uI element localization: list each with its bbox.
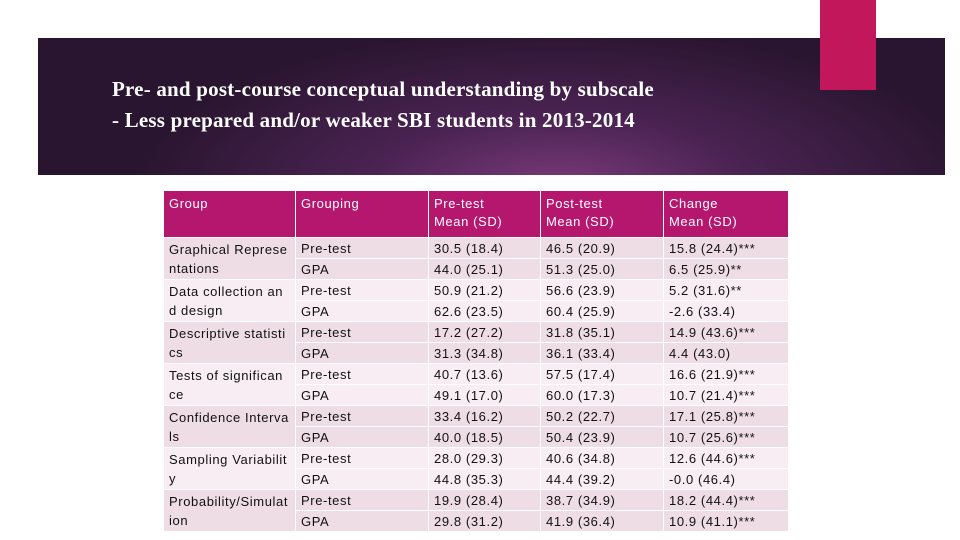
table-row: Probability/Simulation Pre-test 19.9 (28.4… [163, 489, 789, 532]
header-text: Grouping [301, 196, 360, 211]
table-cell: 46.5 (20.9) [540, 237, 664, 259]
results-table: Group Grouping Pre-test Mean (SD) Post-test M… [163, 190, 789, 532]
table-cell: 60.0 (17.3) [540, 384, 664, 406]
table-cell: 10.7 (21.4)*** [663, 384, 789, 406]
table-cell: 19.9 (28.4) [428, 489, 541, 511]
group-cell: Descriptive statistics [163, 321, 296, 364]
table-cell: GPA [295, 426, 429, 448]
table-cell: 51.3 (25.0) [540, 258, 664, 280]
group-cell: Graphical Representations [163, 237, 296, 280]
group-cell: Data collection and design [163, 279, 296, 322]
accent-block [820, 0, 876, 90]
header-cell: Pre-test Mean (SD) [428, 190, 541, 238]
table-cell: GPA [295, 258, 429, 280]
header-cell: Group [163, 190, 296, 238]
title-banner [38, 38, 945, 175]
table-cell: 40.0 (18.5) [428, 426, 541, 448]
table-cell: 30.5 (18.4) [428, 237, 541, 259]
table-cell: 41.9 (36.4) [540, 510, 664, 532]
title-line: Pre- and post-course conceptual understa… [112, 77, 654, 101]
table-row: Descriptive statistics Pre-test 17.2 (27.2… [163, 321, 789, 364]
table-row: GPA 44.0 (25.1) 51.3 (25.0) 6.5 (25.9)** [164, 258, 789, 280]
table-cell: 31.3 (34.8) [428, 342, 541, 364]
table-cell: -0.0 (46.4) [663, 468, 789, 490]
table-row: GPA 31.3 (34.8) 36.1 (33.4) 4.4 (43.0) [164, 342, 789, 364]
table-row: GPA 29.8 (31.2) 41.9 (36.4) 10.9 (41.1)*** [164, 510, 789, 532]
table-cell: 40.6 (34.8) [540, 447, 664, 469]
header-text: Mean (SD) [546, 214, 615, 229]
title-line: - Less prepared and/or weaker SBI studen… [112, 108, 635, 132]
table-cell: GPA [295, 468, 429, 490]
header-text: Change [669, 196, 719, 211]
table-cell: GPA [295, 510, 429, 532]
table-cell: 56.6 (23.9) [540, 279, 664, 301]
table-cell: GPA [295, 342, 429, 364]
header-cell: Post-test Mean (SD) [540, 190, 664, 238]
table-cell: 44.8 (35.3) [428, 468, 541, 490]
header-text: Mean (SD) [434, 214, 503, 229]
table-cell: 18.2 (44.4)*** [663, 489, 789, 511]
header-cell: Change Mean (SD) [663, 190, 789, 238]
slide-title: Pre- and post-course conceptual understa… [112, 74, 654, 136]
group-cell: Sampling Variability [163, 447, 296, 490]
header-row: Group Grouping Pre-test Mean (SD) Post-test M… [163, 190, 789, 238]
table-cell: 40.7 (13.6) [428, 363, 541, 385]
table-cell: Pre-test [295, 321, 429, 343]
table-row: Tests of significance Pre-test 40.7 (13.6)… [163, 363, 789, 406]
table-row: GPA 62.6 (23.5) 60.4 (25.9) -2.6 (33.4) [164, 300, 789, 322]
table-cell: 4.4 (43.0) [663, 342, 789, 364]
table-row: Graphical Representations Pre-test 30.5 (1… [163, 237, 789, 280]
table-row: Confidence Intervals Pre-test 33.4 (16.2) 5… [163, 405, 789, 448]
table-cell: 50.2 (22.7) [540, 405, 664, 427]
table-cell: 49.1 (17.0) [428, 384, 541, 406]
table-cell: 14.9 (43.6)*** [663, 321, 789, 343]
table-cell: 5.2 (31.6)** [663, 279, 789, 301]
table-cell: 17.2 (27.2) [428, 321, 541, 343]
table-cell: 50.9 (21.2) [428, 279, 541, 301]
table-cell: 29.8 (31.2) [428, 510, 541, 532]
table-cell: 62.6 (23.5) [428, 300, 541, 322]
header-text: Post-test [546, 196, 603, 211]
table-cell: 36.1 (33.4) [540, 342, 664, 364]
table-cell: Pre-test [295, 363, 429, 385]
table-cell: 44.0 (25.1) [428, 258, 541, 280]
table-cell: Pre-test [295, 279, 429, 301]
table-cell: Pre-test [295, 447, 429, 469]
header-text: Group [169, 196, 209, 211]
table-cell: 60.4 (25.9) [540, 300, 664, 322]
table-cell: GPA [295, 300, 429, 322]
group-cell: Probability/Simulation [163, 489, 296, 532]
table-cell: GPA [295, 384, 429, 406]
table-cell: -2.6 (33.4) [663, 300, 789, 322]
group-cell: Tests of significance [163, 363, 296, 406]
table-row: Data collection and design Pre-test 50.9 (… [163, 279, 789, 322]
table-row: Sampling Variability Pre-test 28.0 (29.3) 4… [163, 447, 789, 490]
table-cell: 15.8 (24.4)*** [663, 237, 789, 259]
table-cell: 12.6 (44.6)*** [663, 447, 789, 469]
table-cell: 50.4 (23.9) [540, 426, 664, 448]
table-cell: Pre-test [295, 405, 429, 427]
table-cell: 10.9 (41.1)*** [663, 510, 789, 532]
table-cell: 57.5 (17.4) [540, 363, 664, 385]
table-cell: 44.4 (39.2) [540, 468, 664, 490]
header-cell: Grouping [295, 190, 429, 238]
table-cell: 31.8 (35.1) [540, 321, 664, 343]
header-text: Mean (SD) [669, 214, 738, 229]
table-cell: 17.1 (25.8)*** [663, 405, 789, 427]
header-text: Pre-test [434, 196, 485, 211]
table-row: GPA 49.1 (17.0) 60.0 (17.3) 10.7 (21.4)*** [164, 384, 789, 406]
table-cell: 6.5 (25.9)** [663, 258, 789, 280]
table-cell: 38.7 (34.9) [540, 489, 664, 511]
table-cell: 10.7 (25.6)*** [663, 426, 789, 448]
table-cell: Pre-test [295, 489, 429, 511]
table-cell: 33.4 (16.2) [428, 405, 541, 427]
table-cell: 16.6 (21.9)*** [663, 363, 789, 385]
table-cell: Pre-test [295, 237, 429, 259]
table-cell: 28.0 (29.3) [428, 447, 541, 469]
group-cell: Confidence Intervals [163, 405, 296, 448]
